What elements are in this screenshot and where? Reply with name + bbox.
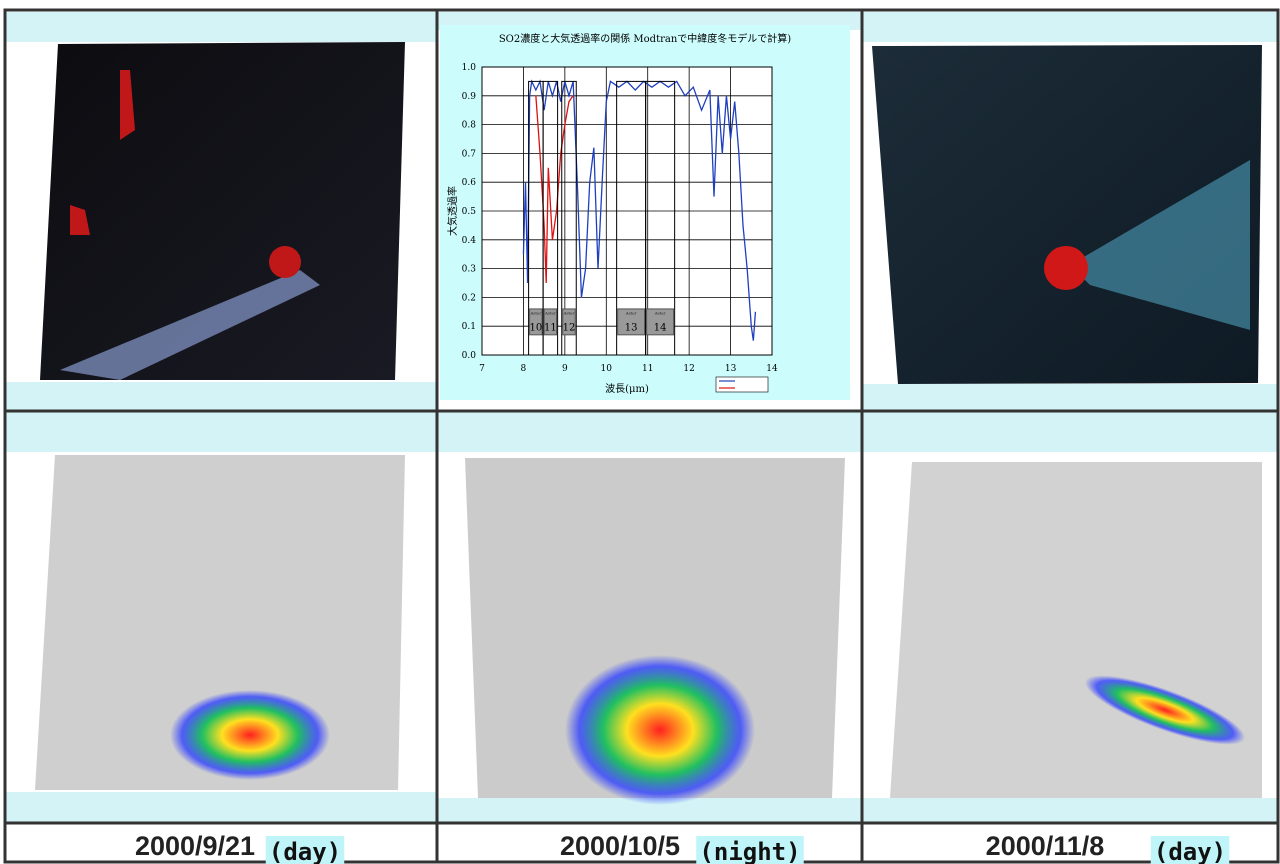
so2-plume [170, 690, 330, 780]
legend-box [716, 377, 768, 392]
x-tick-label: 8 [521, 364, 527, 374]
band-prefix: Aster [544, 311, 556, 316]
band-prefix: Aster [625, 311, 637, 316]
x-axis-label: 波長(μm) [605, 382, 649, 395]
image-so2-3 [890, 462, 1262, 798]
y-axis-label: 大気透過率 [446, 186, 459, 236]
x-tick-label: 12 [683, 364, 694, 374]
y-tick-label: 0.4 [462, 236, 477, 246]
band-label: 11 [544, 323, 557, 334]
y-tick-label: 1.0 [462, 63, 477, 73]
time-note: (day) [269, 838, 341, 864]
y-tick-label: 0.9 [462, 92, 477, 102]
y-tick-label: 0.3 [462, 265, 477, 275]
y-tick-label: 0.1 [462, 322, 476, 332]
chart-title: SO2濃度と大気透過率の関係 Modtranで中緯度冬モデルで計算) [499, 32, 791, 45]
x-tick-label: 9 [562, 364, 568, 374]
x-tick-label: 13 [725, 364, 737, 374]
band-label: 14 [654, 323, 667, 334]
x-tick-label: 10 [601, 364, 613, 374]
date-caption: 2000/10/5 [560, 831, 680, 861]
time-note: (night) [699, 838, 800, 864]
band-label: 13 [625, 323, 638, 334]
band-prefix: Aster [563, 311, 575, 316]
date-caption: 2000/9/21 [135, 831, 255, 861]
x-tick-label: 14 [766, 364, 778, 374]
x-tick-label: 7 [479, 364, 485, 374]
y-tick-label: 0.5 [462, 207, 477, 217]
time-note: (day) [1154, 838, 1226, 864]
island [1044, 246, 1088, 290]
y-tick-label: 0.2 [462, 293, 476, 303]
band-label: 10 [529, 323, 542, 334]
page: 2000/9/21 (day) 2000/10/5 (night) 2000/11/8 (… [0, 0, 1280, 864]
y-tick-label: 0.0 [462, 351, 477, 361]
y-tick-label: 0.7 [462, 149, 477, 159]
date-caption: 2000/11/8 [986, 831, 1105, 861]
so2-plume [565, 655, 755, 805]
band-prefix: Aster [529, 311, 541, 316]
y-tick-label: 0.8 [462, 121, 477, 131]
captions: 2000/9/21 (day) 2000/10/5 (night) 2000/11/8 (… [135, 831, 1229, 864]
band-label: 12 [563, 323, 576, 334]
band-prefix: Aster [654, 311, 666, 316]
figure: 2000/9/21 (day) 2000/10/5 (night) 2000/11/8 (… [0, 0, 1280, 864]
x-tick-label: 11 [642, 364, 653, 374]
island [269, 246, 301, 278]
chart: SO2濃度と大気透過率の関係 Modtranで中緯度冬モデルで計算) 波長(μm… [446, 32, 791, 395]
y-tick-label: 0.6 [462, 178, 477, 188]
